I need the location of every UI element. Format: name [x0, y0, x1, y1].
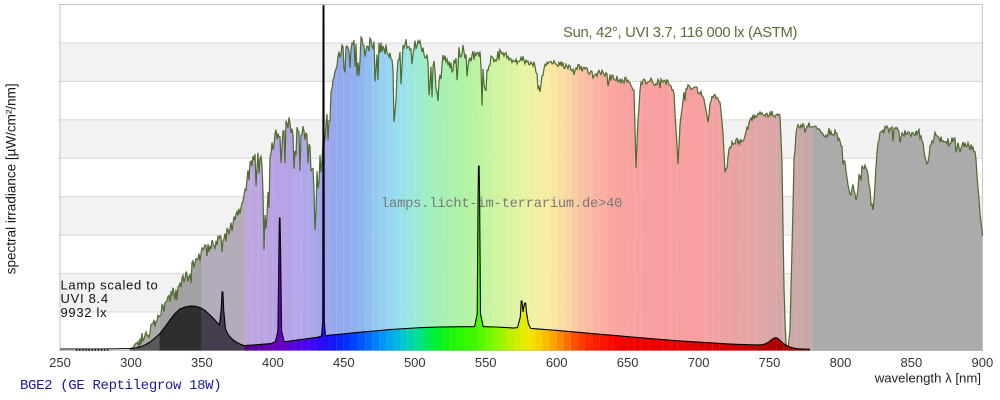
svg-text:Lamp scaled to: Lamp scaled to	[61, 278, 159, 293]
svg-text:Sun, 42°, UVI 3.7, 116 000 lx: Sun, 42°, UVI 3.7, 116 000 lx (ASTM)	[563, 25, 798, 41]
svg-text:750: 750	[759, 355, 781, 370]
svg-text:850: 850	[901, 355, 923, 370]
svg-text:550: 550	[475, 355, 497, 370]
svg-text:500: 500	[404, 355, 426, 370]
svg-text:lamps.licht-im-terrarium.de>40: lamps.licht-im-terrarium.de>40	[381, 196, 622, 212]
svg-text:250: 250	[49, 355, 71, 370]
svg-text:UVI 8.4: UVI 8.4	[61, 291, 109, 306]
svg-text:600: 600	[546, 355, 568, 370]
svg-text:BGE2 (GE Reptilegrow 18W): BGE2 (GE Reptilegrow 18W)	[20, 378, 221, 394]
svg-text:900: 900	[972, 355, 994, 370]
svg-text:300: 300	[120, 355, 142, 370]
svg-text:400: 400	[262, 355, 284, 370]
svg-text:spectral irradiance [µW/cm²/nm: spectral irradiance [µW/cm²/nm]	[4, 83, 19, 274]
svg-text:450: 450	[333, 355, 355, 370]
svg-text:9932 lx: 9932 lx	[61, 305, 108, 320]
svg-text:800: 800	[830, 355, 852, 370]
svg-text:wavelength λ [nm]: wavelength λ [nm]	[874, 371, 981, 386]
svg-text:700: 700	[688, 355, 710, 370]
svg-text:650: 650	[617, 355, 639, 370]
svg-text:350: 350	[191, 355, 213, 370]
